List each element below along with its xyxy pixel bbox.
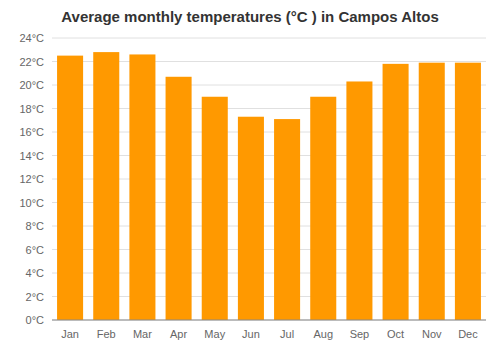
bar xyxy=(310,97,336,320)
y-tick-label: 16°C xyxy=(19,126,44,138)
bar xyxy=(346,81,372,320)
y-axis: 0°C 2°C 4°C 6°C 8°C 10°C 12°C 14°C 16°C 18°C 20°C 2… xyxy=(19,32,44,326)
bar xyxy=(238,117,264,320)
y-tick-label: 18°C xyxy=(19,103,44,115)
bar xyxy=(383,64,409,320)
y-tick-label: 10°C xyxy=(19,197,44,209)
x-tick-label: Feb xyxy=(97,328,116,340)
grid-line xyxy=(52,38,486,39)
y-tick-label: 12°C xyxy=(19,173,44,185)
bar xyxy=(419,63,445,320)
bar xyxy=(274,119,300,320)
bar xyxy=(93,52,119,320)
chart-svg: Average monthly temperatures (°C ) in Ca… xyxy=(0,0,500,350)
y-tick-label: 20°C xyxy=(19,79,44,91)
y-tick-label: 8°C xyxy=(26,220,45,232)
x-tick-label: Aug xyxy=(313,328,333,340)
x-tick-label: Jul xyxy=(280,328,294,340)
y-tick-label: 6°C xyxy=(26,244,45,256)
x-tick-label: May xyxy=(204,328,225,340)
y-tick-label: 24°C xyxy=(19,32,44,44)
y-tick-label: 2°C xyxy=(26,291,45,303)
y-tick-label: 0°C xyxy=(26,314,45,326)
bar xyxy=(129,54,155,320)
y-tick-label: 4°C xyxy=(26,267,45,279)
x-tick-label: Nov xyxy=(422,328,442,340)
x-tick-label: Sep xyxy=(350,328,370,340)
x-tick-label: Jun xyxy=(242,328,260,340)
x-tick-label: Jan xyxy=(61,328,79,340)
x-tick-label: Apr xyxy=(170,328,187,340)
y-grid xyxy=(52,38,486,320)
x-tick-label: Mar xyxy=(133,328,152,340)
y-tick-label: 14°C xyxy=(19,150,44,162)
x-axis: Jan Feb Mar Apr May Jun Jul Aug Sep Oct Nov Dec xyxy=(52,320,486,340)
grid-line xyxy=(52,320,486,321)
bars xyxy=(57,52,481,320)
chart-title: Average monthly temperatures (°C ) in Ca… xyxy=(61,8,438,25)
chart-container: Average monthly temperatures (°C ) in Ca… xyxy=(0,0,500,350)
x-axis-line xyxy=(52,320,486,321)
x-tick-label: Dec xyxy=(458,328,478,340)
x-tick-label: Oct xyxy=(387,328,404,340)
bar xyxy=(202,97,228,320)
bar xyxy=(57,56,83,320)
bar xyxy=(455,63,481,320)
y-tick-label: 22°C xyxy=(19,56,44,68)
bar xyxy=(166,77,192,320)
